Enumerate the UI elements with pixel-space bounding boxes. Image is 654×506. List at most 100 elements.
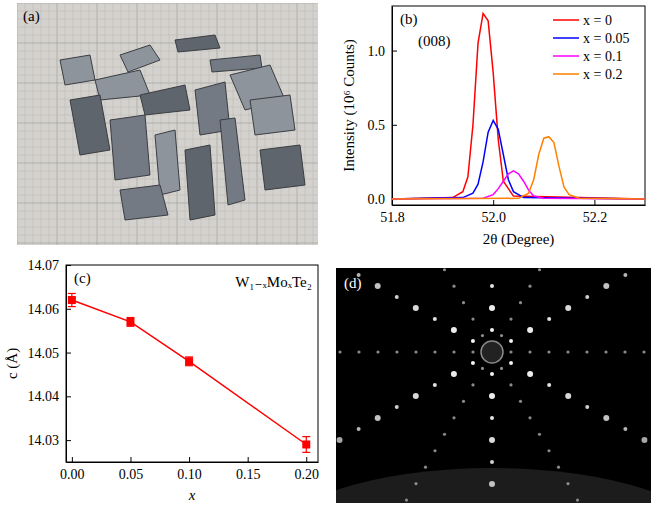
diffraction-spot bbox=[489, 393, 495, 399]
crystal-flake bbox=[220, 118, 245, 205]
panel-label: (d) bbox=[344, 275, 362, 292]
data-point bbox=[126, 318, 134, 326]
diffraction-spot bbox=[395, 350, 398, 353]
paper-grid bbox=[17, 235, 318, 236]
diffraction-spot bbox=[433, 317, 437, 321]
diffraction-spot bbox=[565, 305, 571, 311]
plot-area bbox=[392, 13, 645, 199]
crystal-flake bbox=[120, 45, 160, 72]
diffraction-spot bbox=[642, 350, 645, 353]
crystal-flake bbox=[70, 95, 110, 155]
tick-mark bbox=[306, 457, 307, 462]
annotation: (008) bbox=[418, 33, 451, 50]
data-point bbox=[68, 296, 76, 304]
tick: 52.0 bbox=[481, 200, 506, 225]
diffraction-spot bbox=[471, 383, 474, 386]
tick-mark bbox=[66, 440, 71, 441]
paper-grid bbox=[241, 3, 242, 245]
paper-grid bbox=[65, 3, 66, 245]
crystal-flake bbox=[140, 85, 190, 115]
diffraction-spot bbox=[375, 415, 381, 421]
diffraction-spot bbox=[433, 449, 436, 452]
paper-grid bbox=[17, 35, 318, 36]
diffraction-spot bbox=[424, 466, 427, 469]
tick: 0.10 bbox=[177, 457, 202, 482]
axis-line bbox=[392, 7, 393, 206]
paper-grid bbox=[17, 203, 318, 204]
diffraction-spot bbox=[443, 268, 446, 271]
diffraction-spot bbox=[413, 305, 419, 311]
diffraction-spot bbox=[462, 400, 465, 403]
series-line bbox=[72, 300, 306, 444]
diffraction-spot bbox=[395, 405, 399, 409]
plot-frame bbox=[392, 6, 645, 205]
panel-label: (a) bbox=[23, 8, 40, 25]
diffraction-spot bbox=[547, 317, 551, 321]
tick-label: 0.20 bbox=[295, 467, 320, 482]
paper-grid bbox=[25, 3, 26, 245]
paper-grid bbox=[33, 3, 34, 245]
diffraction-spot bbox=[471, 317, 474, 320]
diffraction-spot bbox=[603, 415, 609, 421]
diffraction-spot bbox=[509, 350, 512, 353]
diffraction-spot bbox=[452, 416, 455, 419]
tick: 1.0 bbox=[368, 44, 398, 59]
diffraction-spot bbox=[500, 367, 503, 370]
photo bbox=[17, 3, 318, 245]
tick-label: 14.05 bbox=[28, 346, 60, 361]
paper-grid bbox=[17, 27, 318, 28]
diffraction-spot bbox=[405, 498, 408, 501]
axis-bottom: 51.852.052.2 bbox=[380, 200, 645, 225]
tick-label: 14.07 bbox=[28, 258, 60, 273]
tick-mark bbox=[189, 457, 190, 462]
error-bar bbox=[126, 318, 134, 327]
diffraction-spot bbox=[566, 482, 569, 485]
diffraction-spot bbox=[527, 371, 533, 377]
tick-mark bbox=[248, 457, 249, 462]
legend-label: x = 0.05 bbox=[583, 31, 629, 46]
diffraction-spot bbox=[451, 327, 457, 333]
diffraction-spot bbox=[471, 339, 475, 343]
error-bar-cap bbox=[68, 306, 76, 307]
plot-area bbox=[68, 293, 310, 452]
diffraction-spot bbox=[509, 317, 512, 320]
tick-mark bbox=[66, 309, 71, 310]
diffraction-spot bbox=[528, 350, 531, 353]
tick-label: 0.10 bbox=[177, 467, 202, 482]
tick-label: 51.8 bbox=[380, 210, 405, 225]
diffraction-spot bbox=[413, 393, 419, 399]
diffraction-spot bbox=[433, 383, 437, 387]
tick-mark bbox=[66, 396, 71, 397]
tick: 0.05 bbox=[119, 457, 144, 482]
tick: 14.03 bbox=[28, 433, 72, 448]
diffraction-spot bbox=[443, 433, 446, 436]
diffraction-spot bbox=[451, 371, 457, 377]
paper-grid bbox=[17, 227, 318, 228]
error-bar-cap bbox=[302, 436, 310, 437]
diffraction-spot bbox=[376, 350, 379, 353]
tick-label: 0.00 bbox=[60, 467, 85, 482]
crystal-flake bbox=[250, 95, 295, 135]
diffraction-spot bbox=[462, 301, 465, 304]
paper-grid bbox=[17, 243, 318, 244]
diffraction-spot bbox=[547, 449, 550, 452]
axis-line bbox=[67, 462, 319, 463]
diffraction-spot bbox=[528, 285, 531, 288]
data-point bbox=[185, 357, 193, 365]
tick-label: 0.15 bbox=[236, 467, 261, 482]
error-bar bbox=[302, 437, 310, 453]
diffraction-spot bbox=[519, 301, 522, 304]
diffraction-spot bbox=[471, 361, 475, 365]
diffraction-spot bbox=[566, 350, 569, 353]
legend-swatch bbox=[553, 19, 579, 21]
diffraction-spot bbox=[452, 285, 455, 288]
tick: 14.05 bbox=[28, 346, 72, 361]
crystal-flake bbox=[60, 55, 95, 85]
diffraction-spot bbox=[519, 400, 522, 403]
diffraction-spot bbox=[623, 350, 626, 353]
axis-bottom: 0.00 0.05 0.10 0.15 0.20 bbox=[60, 457, 319, 482]
tick-mark bbox=[72, 457, 73, 462]
error-bar bbox=[185, 357, 193, 366]
paper-grid bbox=[17, 19, 318, 20]
panel-label: (c) bbox=[74, 270, 91, 287]
